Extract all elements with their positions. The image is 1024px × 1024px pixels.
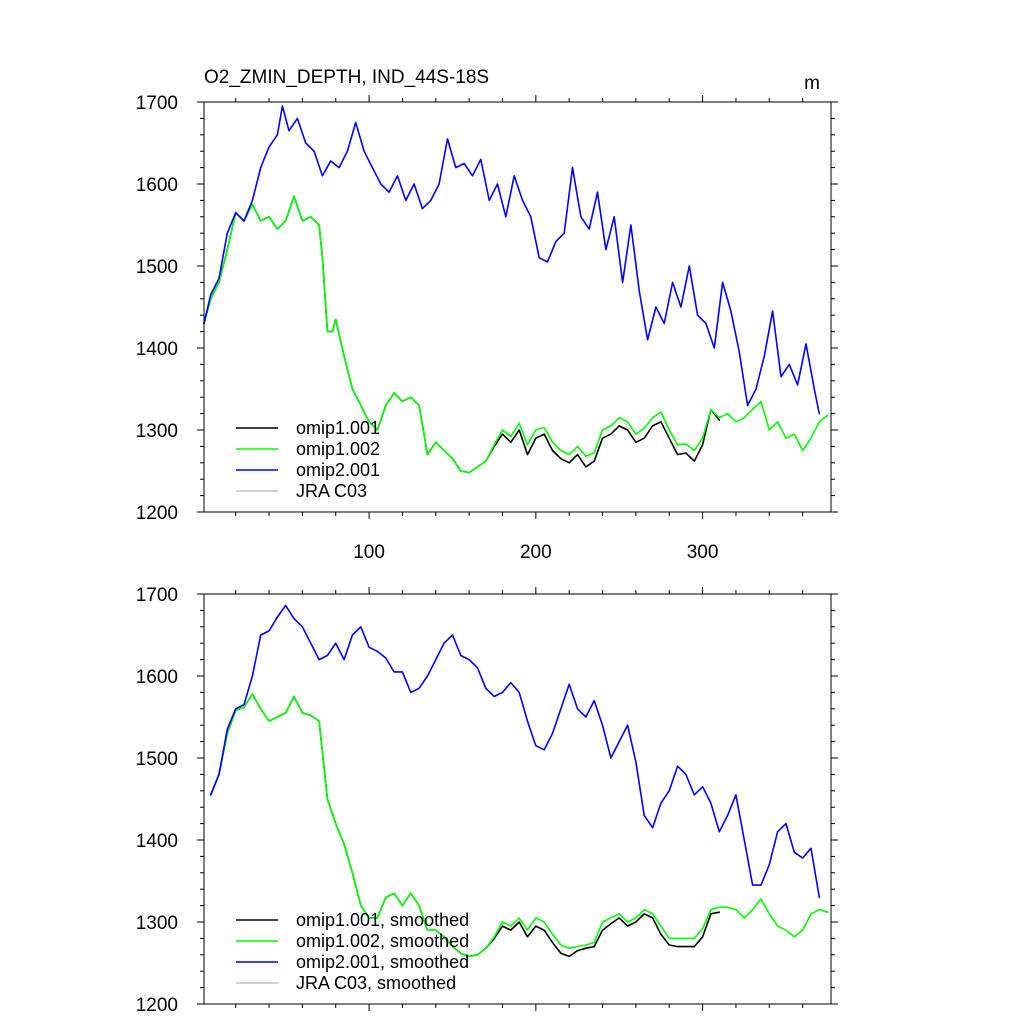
top-plot-frame xyxy=(203,101,832,513)
bottom-panel: 1200 1300 1400 1500 1600 1700 omip1.001, smoo… xyxy=(136,585,838,1016)
series-line-omip1-002-smoothed xyxy=(209,693,829,958)
legend-label: omip1.002 xyxy=(296,439,380,459)
legend-label: omip1.001, smoothed xyxy=(296,910,469,930)
series-line-omip1-002 xyxy=(203,195,829,474)
legend-label: omip1.002, smoothed xyxy=(296,931,469,951)
y-tick-label: 1500 xyxy=(136,749,178,770)
chart-title: O2_ZMIN_DEPTH, IND_44S-18S xyxy=(204,67,489,88)
y-tick-label: 1300 xyxy=(136,913,178,934)
y-tick-label: 1200 xyxy=(136,995,178,1016)
units-label: m xyxy=(804,73,820,94)
legend-label: omip2.001 xyxy=(296,460,380,480)
legend-label: omip2.001, smoothed xyxy=(296,952,469,972)
y-tick-label: 1600 xyxy=(136,175,178,196)
legend-label: JRA C03 xyxy=(296,481,367,501)
y-tick-label: 1700 xyxy=(136,93,178,114)
series-line-omip2-001-smoothed xyxy=(209,604,821,899)
legend-label: omip1.001 xyxy=(296,418,380,438)
y-tick-label: 1500 xyxy=(136,257,178,278)
x-tick-label: 100 xyxy=(353,542,385,563)
bottom-plot-frame xyxy=(203,593,832,1005)
y-tick-label: 1400 xyxy=(136,831,178,852)
y-tick-label: 1400 xyxy=(136,339,178,360)
x-tick-label: 200 xyxy=(520,542,552,563)
y-tick-label: 1200 xyxy=(136,503,178,524)
top-panel: O2_ZMIN_DEPTH, IND_44S-18S m 1200 1300 140… xyxy=(136,67,838,563)
y-tick-label: 1300 xyxy=(136,421,178,442)
series-line-omip1-001 xyxy=(203,195,721,474)
y-tick-label: 1600 xyxy=(136,667,178,688)
y-tick-label: 1700 xyxy=(136,585,178,606)
legend-label: JRA C03, smoothed xyxy=(296,973,456,993)
x-tick-label: 300 xyxy=(687,542,719,563)
series-line-omip2-001 xyxy=(203,105,821,415)
